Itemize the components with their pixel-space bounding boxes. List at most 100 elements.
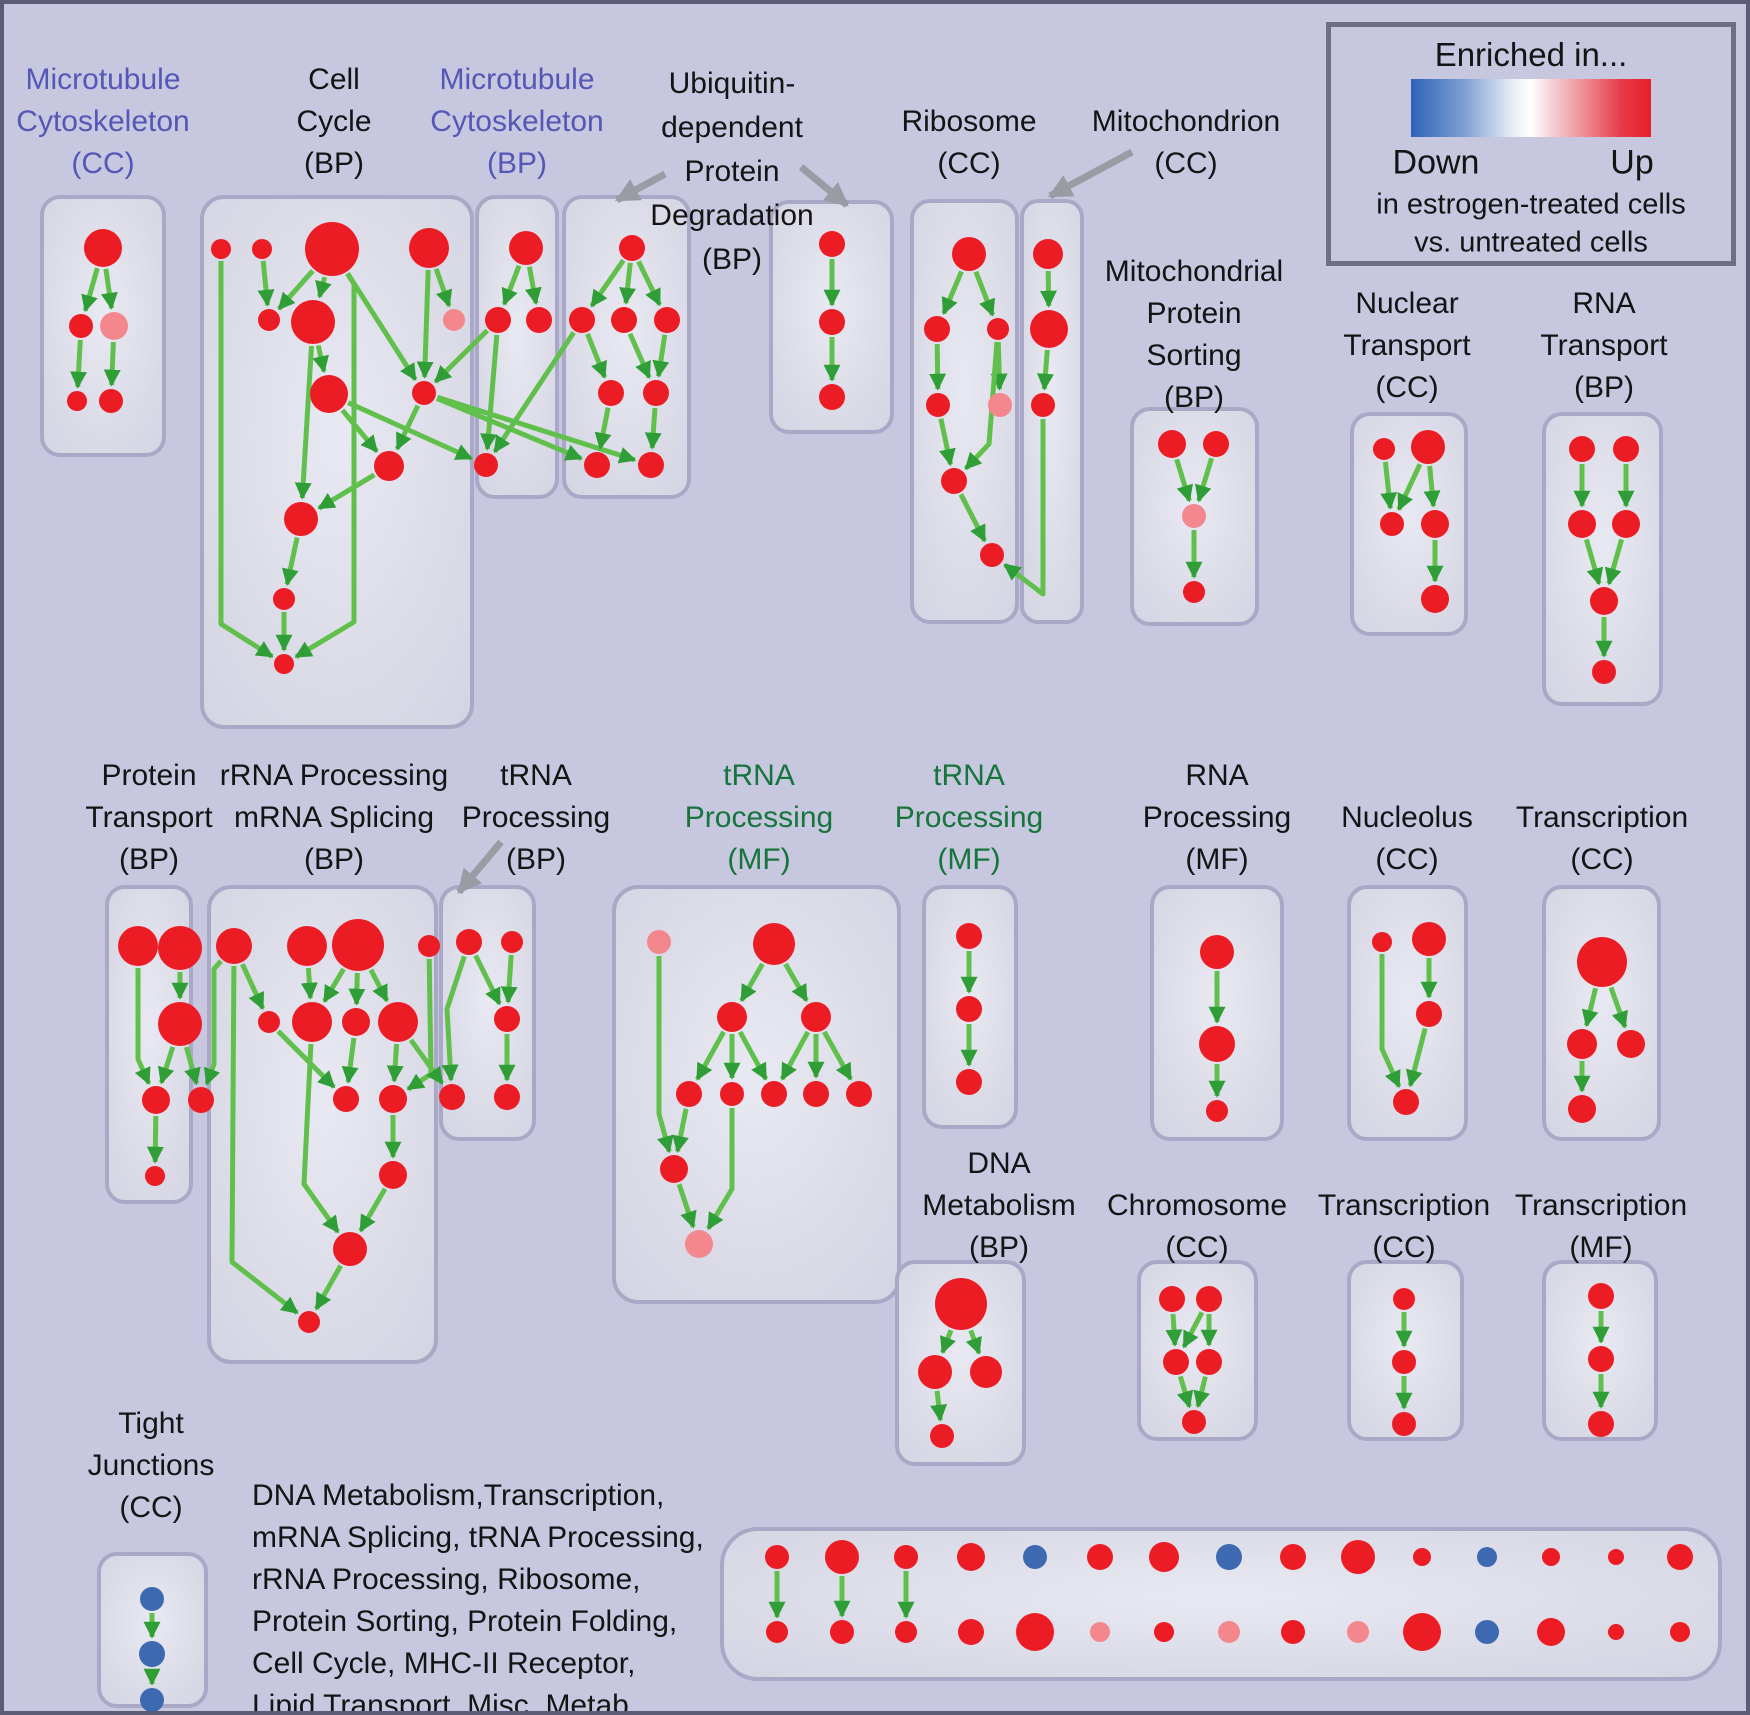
- annotation-arrow-3: [1047, 148, 1134, 200]
- node-nt4: [1421, 510, 1449, 538]
- node-cc_e: [258, 309, 280, 331]
- edge-cc_c-cc_i: [345, 272, 418, 381]
- node-tf3: [1588, 1411, 1614, 1437]
- node-o6b: [1090, 1622, 1110, 1642]
- node-mtcc2: [69, 314, 93, 338]
- shared-terms-line-6: Lipid Transport, Misc. Metab.: [252, 1689, 638, 1715]
- ribosome-cc-label-line-2: (CC): [937, 147, 1001, 180]
- box-dna-metabolism: [895, 1260, 1026, 1466]
- annotation-arrow-4: [456, 839, 504, 895]
- edge-rt4-rt5: [1604, 538, 1625, 586]
- legend-subtitle-line1: in estrogen-treated cells: [1376, 188, 1686, 221]
- edge-ch2-ch3: [1181, 1311, 1205, 1349]
- node-cc_c: [305, 222, 359, 276]
- rna-processing-mf-label-line-1: RNA: [1185, 759, 1249, 792]
- node-o5b: [1016, 1613, 1054, 1651]
- annotation-arrow-1: [614, 170, 667, 204]
- edge-ch3-ch5: [1176, 1375, 1194, 1409]
- edge-rr3-rr6: [322, 967, 346, 1003]
- rrna-processing-mrna-splicing-bp-label-line-1: rRNA Processing: [219, 759, 449, 792]
- edge-rr3-rr8: [368, 968, 390, 1003]
- node-ps4: [1183, 581, 1205, 603]
- node-tm8: [803, 1081, 829, 1107]
- edge-mb2-cc_i: [433, 328, 490, 384]
- node-ch4: [1196, 1349, 1222, 1375]
- edge-rr1-pt6: [203, 959, 223, 1086]
- ribosome-cc-label-line-1: Ribosome: [901, 105, 1037, 138]
- node-cc_k: [284, 502, 318, 536]
- shared-terms-line-2: mRNA Splicing, tRNA Processing,: [252, 1521, 704, 1554]
- node-rt3: [1568, 510, 1596, 538]
- node-o12b: [1475, 1620, 1499, 1644]
- edge-mb2-mb4: [480, 334, 500, 451]
- edge-rr3-rr7: [348, 972, 366, 1006]
- microtubule-cytoskeleton-cc-label-line-1: Microtubule: [25, 63, 181, 96]
- edge-rb3-rb6: [963, 341, 1000, 471]
- edge-dm1-dm3: [965, 1329, 982, 1355]
- node-rr3: [332, 919, 384, 971]
- edge-cc_d-cc_g: [433, 267, 453, 308]
- node-dm1: [935, 1278, 987, 1330]
- node-tc4: [1568, 1095, 1596, 1123]
- node-o10t: [1341, 1540, 1375, 1574]
- trna-processing-mf-1-label-line-3: (MF): [727, 843, 791, 876]
- node-tc2: [1567, 1029, 1597, 1059]
- node-o12t: [1477, 1547, 1497, 1567]
- node-o3b: [895, 1621, 917, 1643]
- node-ps1: [1158, 430, 1186, 458]
- edge-mtcc1-mtcc3: [100, 268, 118, 310]
- edge-rr2-rr6: [300, 967, 318, 1000]
- protein-transport-bp-label-line-3: (BP): [119, 843, 179, 876]
- transcription-cc-1-label-line-1: Transcription: [1515, 801, 1689, 834]
- node-o7t: [1149, 1542, 1179, 1572]
- node-tm5: [676, 1081, 702, 1107]
- edge-pt3-pt4: [157, 1046, 176, 1085]
- node-o1b: [766, 1621, 788, 1643]
- legend-box: Enriched in... Down Up in estrogen-treat…: [1326, 22, 1736, 266]
- node-ub3: [654, 307, 680, 333]
- box-rna-transport: [1542, 412, 1663, 706]
- node-pt4: [142, 1086, 170, 1114]
- node-tm7: [761, 1081, 787, 1107]
- mitochondrial-protein-sorting-bp-label-line-1: Mitochondrial: [1104, 255, 1284, 288]
- tight-junctions-cc-label-line-3: (CC): [119, 1491, 183, 1524]
- edge-pt3-pt6: [183, 1046, 201, 1086]
- node-tj3: [140, 1688, 164, 1711]
- node-ps2: [1203, 431, 1229, 457]
- node-cc_j: [374, 451, 404, 481]
- edge-mb1-mb3: [524, 266, 542, 305]
- microtubule-cytoskeleton-bp-label-line-1: Microtubule: [439, 63, 595, 96]
- edge-rb2-rb4: [929, 343, 947, 391]
- chromosome-cc-label-line-2: (CC): [1165, 1231, 1229, 1264]
- node-o15t: [1667, 1544, 1693, 1570]
- edge-cc_d-cc_i: [416, 269, 434, 379]
- transcription-mf-label-line-1: Transcription: [1514, 1189, 1688, 1222]
- mitochondrial-protein-sorting-bp-label-line-4: (BP): [1164, 381, 1224, 414]
- legend-gradient-bar: [1411, 79, 1651, 137]
- edge-rr11-rr12: [358, 1187, 388, 1233]
- node-ch2: [1196, 1286, 1222, 1312]
- edge-tc1-tc3: [1608, 986, 1628, 1029]
- edge-mtcc2-mtcc4: [70, 339, 88, 389]
- node-pt1: [118, 926, 158, 966]
- ubiquitin-degradation-bp-label-line-4: Degradation: [650, 199, 814, 232]
- node-tn1: [956, 923, 982, 949]
- node-ub7: [638, 452, 664, 478]
- node-nu4: [1393, 1089, 1419, 1115]
- node-o3t: [894, 1545, 918, 1569]
- node-rt6: [1592, 660, 1616, 684]
- nuclear-transport-cc-label-line-1: Nuclear: [1355, 287, 1459, 320]
- node-ub4: [598, 380, 624, 406]
- node-tc3: [1617, 1030, 1645, 1058]
- node-rb5: [988, 393, 1012, 417]
- node-o9t: [1280, 1544, 1306, 1570]
- node-rr5: [258, 1011, 280, 1033]
- node-ub1: [569, 307, 595, 333]
- edge-cc_c-cc_e: [277, 269, 315, 311]
- edge-cc_j-cc_k: [317, 472, 376, 511]
- node-ub2: [611, 307, 637, 333]
- edge-ub0-ub3: [636, 260, 662, 307]
- node-tm6: [720, 1082, 744, 1106]
- tight-junctions-cc-label-line-1: Tight: [118, 1407, 184, 1440]
